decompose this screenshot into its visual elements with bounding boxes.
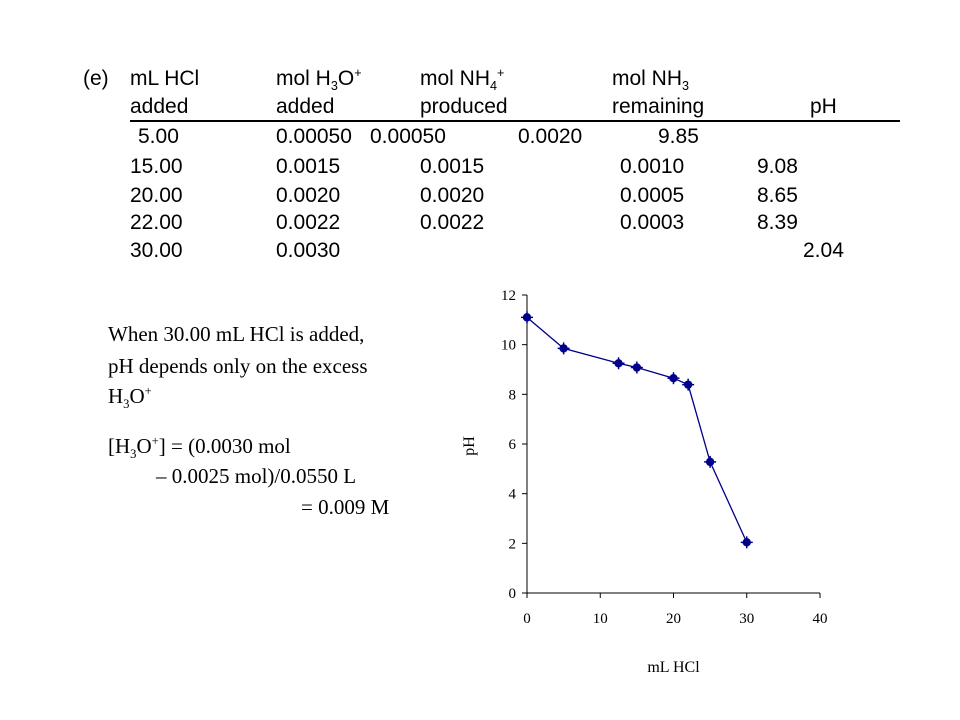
header-rule	[130, 120, 900, 122]
y-axis-label: pH	[461, 436, 478, 456]
table-cell: 0.0030	[276, 239, 341, 262]
note-line-2: pH depends only on the excess	[108, 354, 368, 378]
table-cell: 0.0022	[276, 211, 341, 234]
col-header-produced: produced	[420, 95, 508, 118]
col-header-ml-hcl: mL HCl	[130, 68, 199, 89]
table-cell: 30.00	[130, 239, 183, 262]
table-cell: 15.00	[130, 155, 183, 178]
col-header-mol-nh4: mol NH4+	[420, 66, 505, 94]
note-line-5: – 0.0025 mol)/0.0550 L	[156, 464, 357, 488]
table-cell: 0.0010	[620, 155, 685, 178]
table-cell: 2.04	[803, 239, 844, 262]
table-cell: 9.85	[658, 125, 699, 148]
table-cell: 8.39	[757, 211, 798, 234]
x-tick-label: 0	[523, 611, 531, 627]
y-tick-label: 4	[509, 487, 517, 503]
y-tick-label: 6	[509, 437, 517, 453]
table-cell: 0.0022	[420, 211, 485, 234]
table-cell: 0.0015	[276, 155, 341, 178]
table-cell: 0.0003	[620, 211, 685, 234]
note-line-4: [H3O+] = (0.0030 mol	[108, 434, 291, 462]
col-header-added-2: added	[276, 95, 335, 118]
series-line	[526, 316, 748, 543]
table-cell: 22.00	[130, 211, 183, 234]
table-cell: 20.00	[130, 184, 183, 207]
note-line-6: = 0.009 M	[301, 495, 390, 519]
note-line-1: When 30.00 mL HCl is added,	[108, 322, 365, 346]
table-cell: 0.00050	[370, 125, 446, 148]
y-tick-label: 0	[509, 586, 517, 602]
col-header-mol-nh3: mol NH3	[612, 67, 690, 94]
x-axis-label: mL HCl	[647, 659, 700, 676]
x-tick-label: 10	[593, 611, 608, 627]
x-tick-label: 20	[666, 611, 681, 627]
table-cell: 0.00050	[276, 125, 352, 148]
col-header-mol-h3o: mol H3O+	[276, 66, 362, 94]
table-cell: 0.0005	[620, 184, 685, 207]
table-cell: 8.65	[757, 184, 798, 207]
x-tick-label: 30	[739, 611, 754, 627]
table-cell: 0.0015	[420, 155, 485, 178]
col-header-ml-hcl-line1: mL HCl	[130, 67, 200, 90]
y-tick-label: 8	[509, 387, 517, 403]
col-header-added-1: added	[130, 95, 189, 118]
table-cell: 0.0020	[420, 184, 485, 207]
y-tick-label: 10	[501, 338, 516, 354]
table-cell: 5.00	[138, 125, 179, 148]
row-label: (e)	[83, 67, 109, 90]
table-cell: 9.08	[757, 155, 798, 178]
col-header-ph: pH	[810, 95, 837, 118]
table-cell: 0.0020	[276, 184, 341, 207]
y-tick-label: 12	[501, 288, 516, 304]
col-header-remaining: remaining	[612, 95, 705, 118]
x-tick-label: 40	[813, 611, 828, 627]
note-line-3: H3O+	[108, 384, 152, 412]
table-cell: 0.0020	[518, 125, 583, 148]
y-tick-label: 2	[509, 536, 517, 552]
